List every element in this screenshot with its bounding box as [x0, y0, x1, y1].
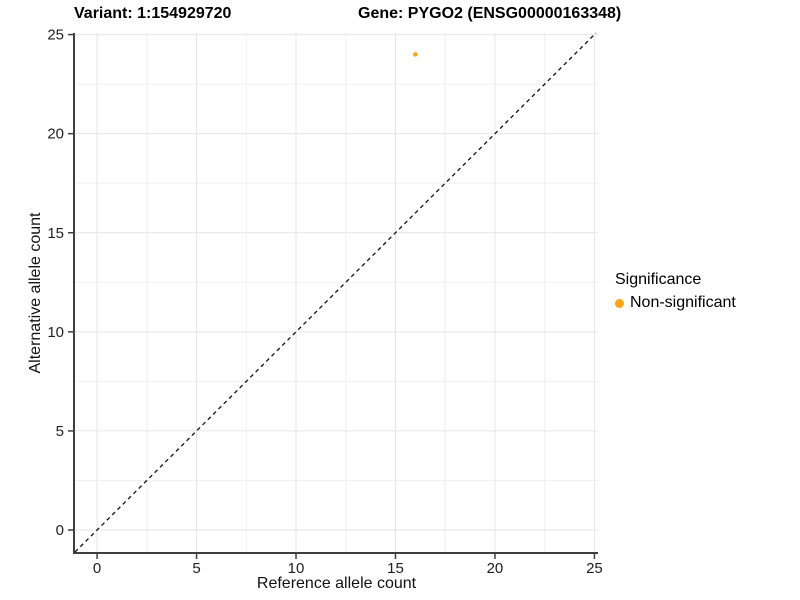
- y-axis-title: Alternative allele count: [27, 212, 44, 374]
- plot-title-variant: Variant: 1:154929720: [74, 5, 232, 22]
- x-tick-label: 0: [93, 560, 101, 577]
- plot-title-gene: Gene: PYGO2 (ENSG00000163348): [358, 5, 622, 22]
- x-tick-label: 5: [192, 560, 200, 577]
- legend-item-label: Non-significant: [630, 294, 736, 311]
- legend-point-icon: [615, 298, 624, 308]
- x-axis-title: Reference allele count: [256, 575, 417, 592]
- y-tick-label: 10: [47, 324, 64, 341]
- y-tick-label: 15: [47, 225, 64, 242]
- x-tick-label: 10: [288, 560, 305, 577]
- y-tick-label: 0: [56, 522, 64, 539]
- x-tick-label: 25: [586, 560, 603, 577]
- identity-reference-line: [74, 32, 597, 553]
- legend-title: Significance: [615, 271, 702, 288]
- legend: Significance Non-significant: [615, 271, 736, 312]
- legend-item: Non-significant: [615, 294, 736, 312]
- data-point: [413, 52, 418, 57]
- x-tick-label: 20: [487, 560, 504, 577]
- y-tick-label: 20: [47, 126, 64, 143]
- x-tick-label: 15: [387, 560, 404, 577]
- y-tick-label: 25: [47, 27, 64, 44]
- y-tick-label: 5: [56, 423, 64, 440]
